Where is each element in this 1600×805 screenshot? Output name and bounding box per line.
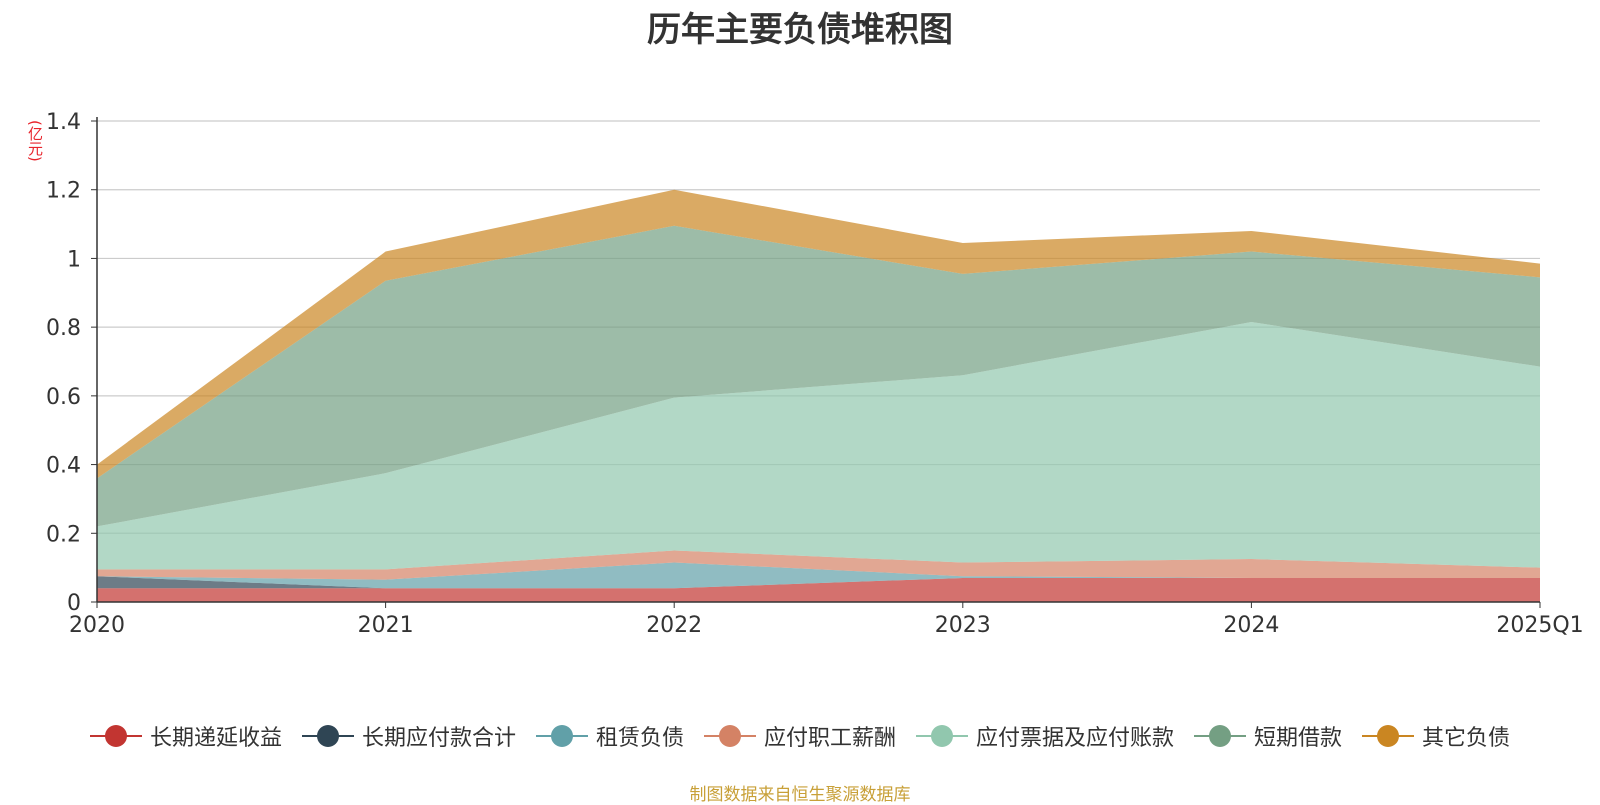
legend-label: 短期借款: [1254, 726, 1343, 751]
area-series-1: [97, 577, 1540, 602]
legend-marker-dot: [718, 725, 741, 747]
legend-marker-dot: [550, 725, 573, 747]
y-tick-label: 0.8: [46, 316, 81, 341]
legend-marker: [916, 725, 968, 747]
y-axis-unit-label: (亿元): [26, 120, 44, 162]
legend-label: 应付职工薪酬: [763, 726, 896, 751]
legend-item-4[interactable]: 应付职工薪酬: [703, 720, 896, 752]
legend-label: 租赁负债: [595, 726, 684, 751]
legend-marker-dot: [316, 725, 339, 747]
legend-marker-dot: [1209, 725, 1232, 747]
x-tick-label: 2020: [69, 613, 125, 638]
axes: 0 0.2 0.4 0.6 0.8 1 1.2 1.4 2020 2021 2022 2023 2024…: [46, 110, 1584, 638]
legend: 长期递延收益 长期应付款合计 租赁负债 应付职工薪酬 应付票据及应付账款 短期借款 其它负债: [0, 720, 1600, 752]
area-series-7: [97, 189, 1540, 479]
x-tick-label: 2025Q1: [1496, 613, 1583, 638]
y-tick-label: 0.2: [46, 522, 81, 547]
x-tick-label: 2024: [1223, 613, 1279, 638]
legend-marker: [703, 725, 756, 747]
x-tick-label: 2021: [358, 613, 414, 638]
y-tick-label: 0.6: [46, 385, 81, 410]
area-series-group: [97, 189, 1540, 602]
y-tick-label: 1.2: [46, 179, 81, 204]
legend-marker: [301, 725, 354, 747]
legend-item-1[interactable]: 长期递延收益: [89, 720, 282, 752]
area-series-2: [97, 576, 1540, 589]
legend-item-2[interactable]: 长期应付款合计: [301, 720, 516, 752]
legend-marker-dot: [1377, 725, 1400, 747]
legend-marker: [1362, 725, 1415, 747]
y-tick-label: 1: [67, 247, 81, 272]
legend-label: 应付票据及应付账款: [976, 726, 1175, 751]
legend-marker: [1194, 725, 1247, 747]
legend-label: 其它负债: [1422, 726, 1511, 751]
legend-item-3[interactable]: 租赁负债: [535, 720, 684, 752]
y-tick-label: 0: [67, 591, 81, 616]
stacked-area-chart: 0 0.2 0.4 0.6 0.8 1 1.2 1.4 2020 2021 2022 2023 2024…: [46, 110, 1584, 638]
area-series-4: [97, 550, 1540, 580]
legend-item-6[interactable]: 短期借款: [1194, 720, 1342, 752]
y-tick-label: 0.4: [46, 454, 81, 479]
legend-marker: [89, 725, 142, 747]
legend-label: 长期递延收益: [149, 726, 282, 751]
area-series-3: [97, 562, 1540, 589]
chart-title: 历年主要负债堆积图: [647, 10, 953, 50]
legend-item-5[interactable]: 应付票据及应付账款: [916, 720, 1174, 752]
legend-marker: [535, 725, 588, 747]
legend-label: 长期应付款合计: [361, 726, 516, 751]
area-series-6: [97, 225, 1540, 527]
area-series-5: [97, 321, 1540, 570]
x-tick-label: 2023: [935, 613, 991, 638]
x-tick-label: 2022: [646, 613, 702, 638]
y-tick-label: 1.4: [46, 110, 81, 135]
source-note: 制图数据来自恒生聚源数据库: [689, 785, 911, 805]
legend-item-7[interactable]: 其它负债: [1362, 720, 1510, 752]
legend-marker-dot: [104, 725, 127, 747]
legend-marker-dot: [931, 725, 953, 747]
